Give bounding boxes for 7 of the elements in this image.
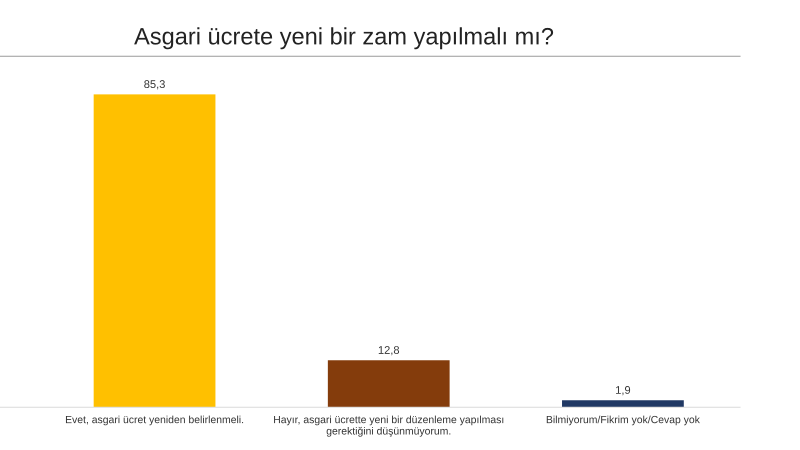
x-tick-label: Hayır, asgari ücrette yeni bir düzenleme yapılması gerektiğini düşünmüyorum. bbox=[274, 416, 504, 437]
chart-title: Asgari ücrete yeni bir zam yapılmalı mı? bbox=[134, 27, 554, 50]
data-label: 12,8 bbox=[378, 346, 400, 356]
data-label: 85,3 bbox=[144, 80, 165, 90]
x-tick-label: Evet, asgari ücret yeniden belirlenmeli. bbox=[66, 416, 244, 426]
x-tick-label: Bilmiyorum/Fikrim yok/Cevap yok bbox=[546, 416, 700, 426]
data-label: 1,9 bbox=[616, 386, 630, 396]
